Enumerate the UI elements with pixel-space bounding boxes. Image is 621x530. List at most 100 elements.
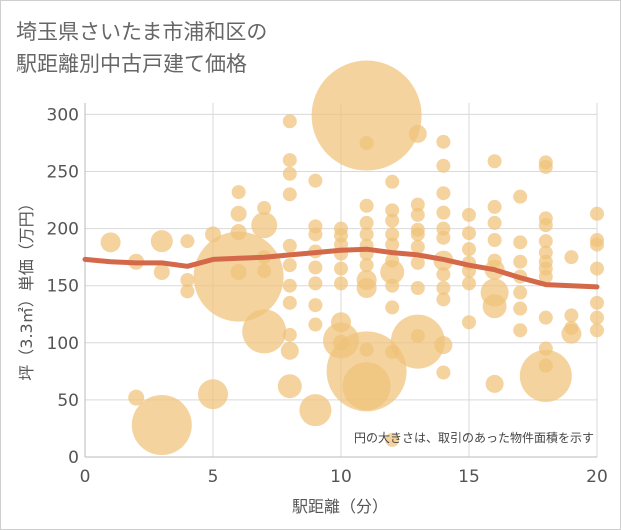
bubble-point <box>487 253 502 268</box>
bubble-point <box>282 327 297 342</box>
bubble-point <box>513 323 528 338</box>
bubble-point <box>308 260 323 275</box>
y-tick-label: 250 <box>47 163 79 183</box>
trend-line <box>82 246 600 290</box>
bubble-point <box>410 239 425 254</box>
bubble-point <box>538 310 553 325</box>
bubble-point <box>410 328 425 343</box>
x-tick-label: 10 <box>330 467 352 487</box>
bubble-point <box>487 199 502 214</box>
bubble-point <box>128 389 145 406</box>
bubble-point <box>538 159 553 174</box>
bubble-point <box>410 280 425 295</box>
bubble-series <box>100 60 604 456</box>
bubble-point <box>564 308 579 323</box>
bubble-point <box>410 207 425 222</box>
bubble-point <box>436 158 451 173</box>
bubble-point <box>180 234 195 249</box>
bubble-point <box>359 198 374 213</box>
bubble-point <box>299 394 332 427</box>
bubble-point <box>308 317 323 332</box>
bubble-point <box>513 254 528 269</box>
bubble-point <box>334 261 348 276</box>
bubble-point <box>385 278 400 293</box>
bubble-point <box>282 295 297 310</box>
bubble-point <box>410 197 425 212</box>
x-tick-label: 20 <box>586 467 608 487</box>
bubble-point <box>280 341 299 360</box>
bubble-point <box>359 342 374 357</box>
bubble-point <box>230 264 247 281</box>
bubble-point <box>180 273 195 287</box>
y-tick-label: 0 <box>68 448 79 468</box>
bubble-point <box>359 215 374 230</box>
bubble-point <box>564 250 579 265</box>
x-tick-label: 15 <box>458 467 480 487</box>
bubble-point <box>436 292 451 307</box>
bubble-point <box>408 124 427 143</box>
bubble-point <box>153 264 170 281</box>
bubble-point <box>334 276 348 291</box>
bubble-point <box>436 230 451 245</box>
bubble-point <box>487 215 502 230</box>
y-tick-label: 300 <box>47 105 79 125</box>
bubble-point <box>131 395 192 456</box>
bubble-point <box>436 280 451 295</box>
bubble-point <box>251 212 278 239</box>
title-line-2: 駅距離別中古戸建て価格 <box>16 52 247 76</box>
bubble-point <box>590 310 604 325</box>
bubble-point <box>380 260 405 285</box>
y-tick-label: 100 <box>47 334 79 354</box>
x-tick-label: 0 <box>80 467 91 487</box>
bubble-point <box>385 227 400 242</box>
bubble-point <box>462 207 476 222</box>
bubble-point <box>590 206 604 221</box>
bubble-point <box>282 238 297 253</box>
bubble-point <box>359 227 374 242</box>
bubble-point <box>331 312 351 333</box>
bubble-point <box>513 189 528 204</box>
bubble-point <box>257 201 272 216</box>
x-axis-label: 駅距離（分） <box>292 497 388 516</box>
bubble-point <box>308 227 323 242</box>
bubble-point <box>482 294 507 319</box>
y-axis-label: 坪（3.3㎡）単価（万円） <box>17 195 36 380</box>
bubble-point <box>230 205 247 222</box>
bubble-point <box>487 154 502 169</box>
bubble-point <box>257 263 272 278</box>
bubble-point <box>205 226 221 243</box>
bubble-point <box>150 230 173 253</box>
bubble-point <box>385 203 400 218</box>
bubble-point <box>277 374 302 399</box>
bubble-point <box>538 234 553 249</box>
bubble-point <box>519 349 572 402</box>
bubble-point <box>513 285 528 300</box>
bubble-point <box>359 258 374 273</box>
bubble-point <box>282 153 297 168</box>
bubble-point <box>385 300 400 315</box>
bubble-point <box>385 237 400 252</box>
y-tick-label: 150 <box>47 277 79 297</box>
bubble-point <box>282 258 297 273</box>
bubble-point <box>385 213 400 228</box>
bubble-point <box>242 309 287 354</box>
bubble-point <box>385 432 400 447</box>
bubble-point <box>198 379 228 410</box>
bubble-point <box>311 60 422 171</box>
bubble-point <box>590 323 604 338</box>
bubble-point <box>282 187 297 202</box>
chart-title: 埼玉県さいたま市浦和区の 駅距離別中古戸建て価格 <box>16 16 267 80</box>
bubble-point <box>590 295 604 310</box>
bubble-point <box>231 185 246 200</box>
title-line-1: 埼玉県さいたま市浦和区の <box>16 20 268 44</box>
bubble-point <box>282 166 297 181</box>
bubble-point <box>485 374 504 393</box>
bubble-point <box>308 276 323 291</box>
bubble-point <box>487 233 502 248</box>
bubble-point <box>410 227 425 242</box>
bubble-point <box>385 344 400 359</box>
bubble-point <box>436 186 451 201</box>
bubble-point <box>434 336 453 355</box>
